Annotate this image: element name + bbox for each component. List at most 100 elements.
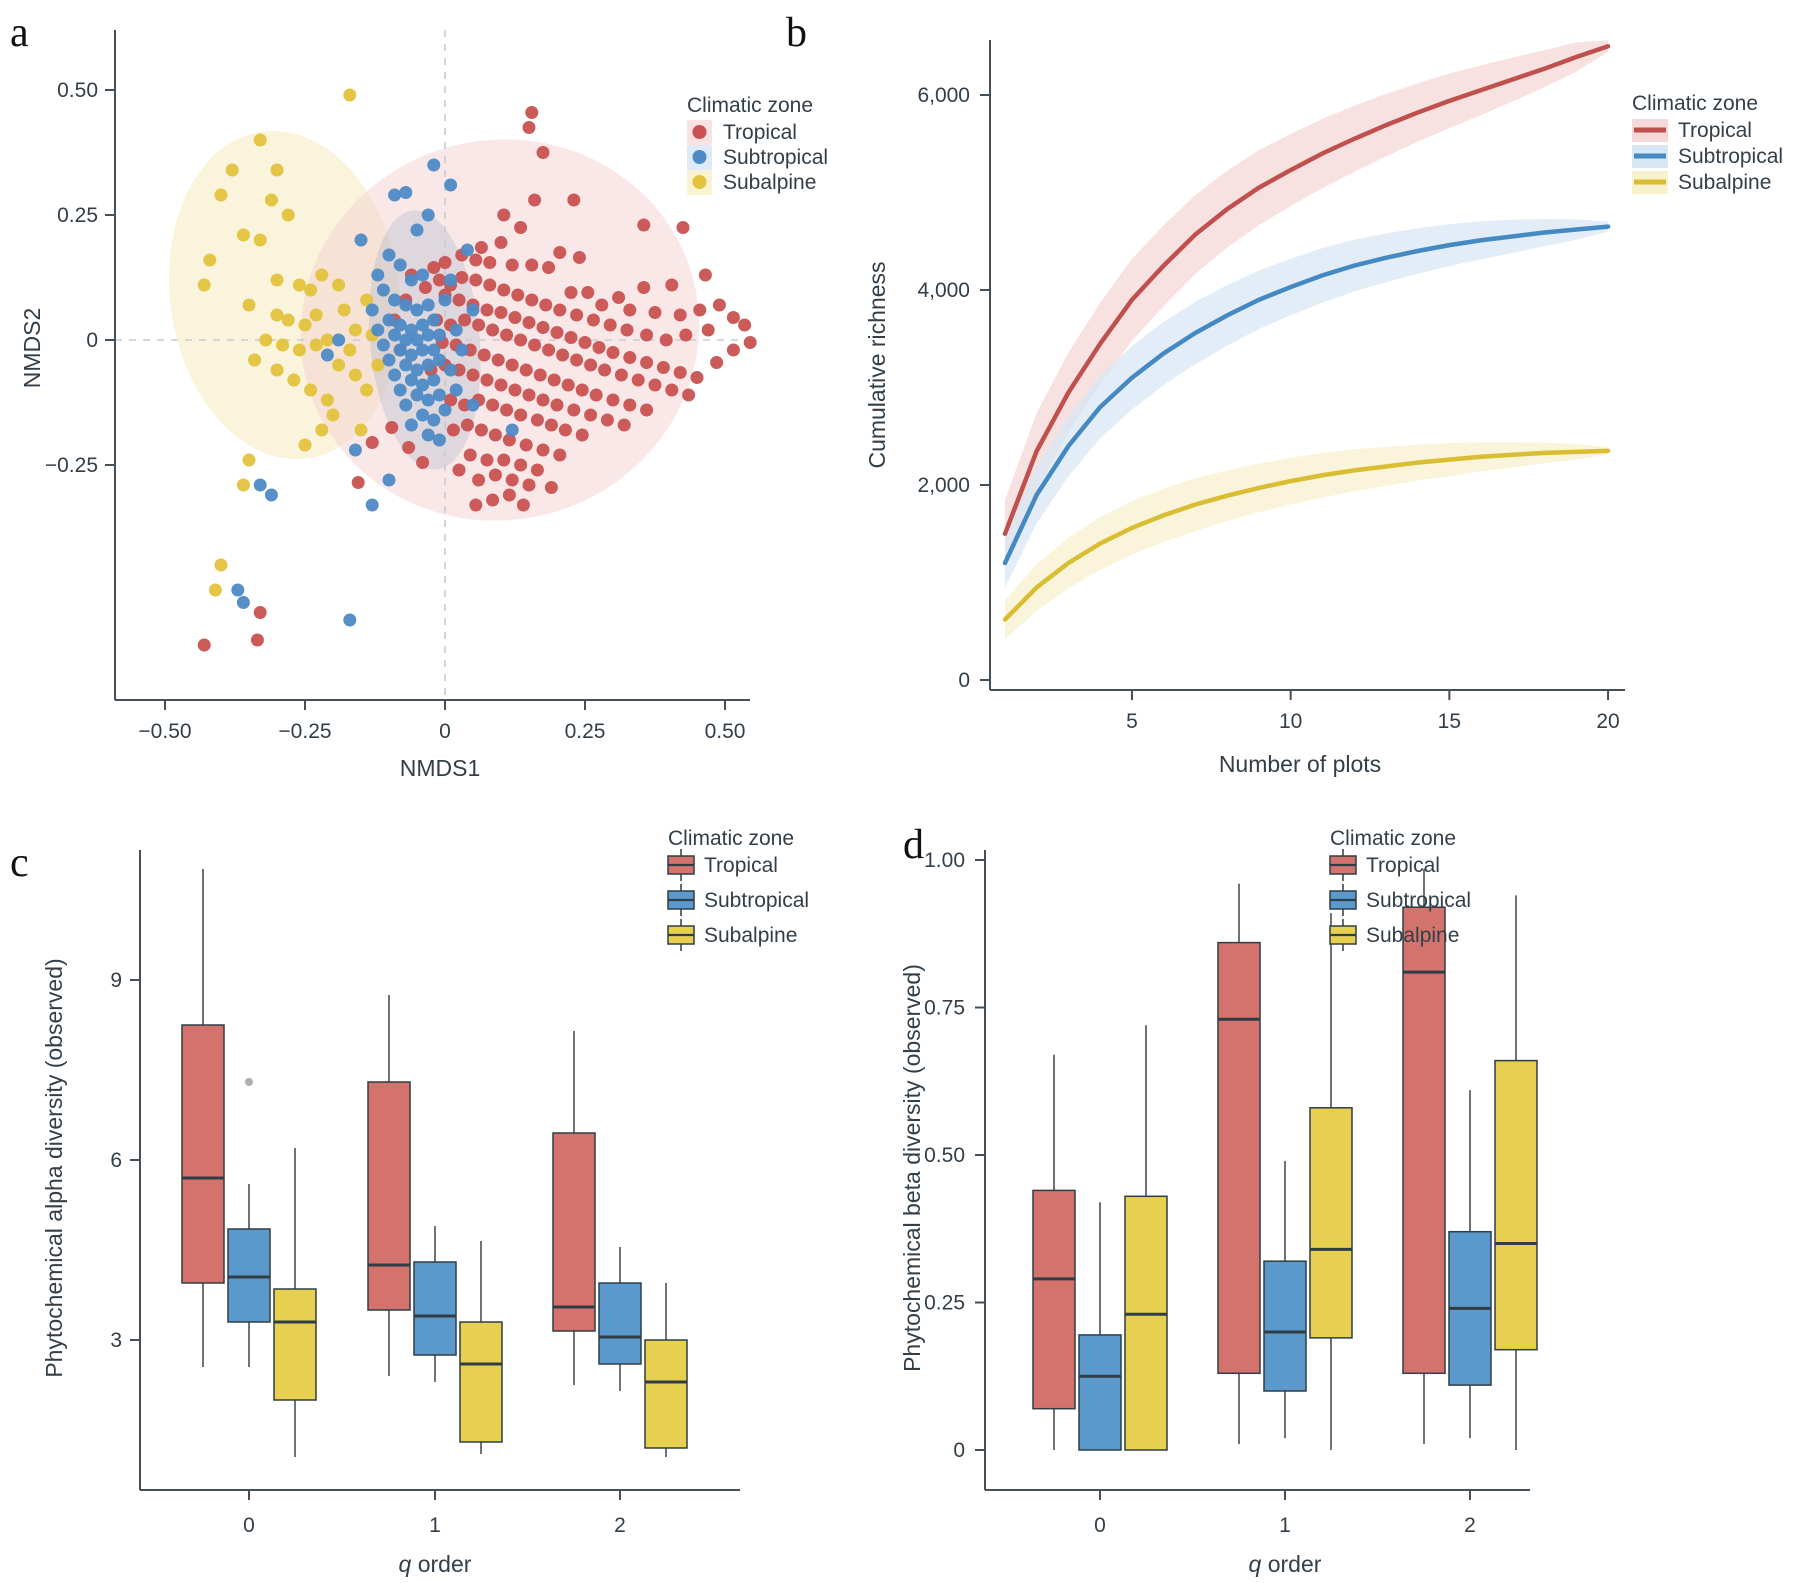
tropical-scatter-point xyxy=(586,313,600,327)
legend-label: Tropical xyxy=(723,121,797,144)
tropical-box xyxy=(1032,1189,1076,1410)
subtropical-scatter-point xyxy=(399,186,413,199)
tropical-scatter-point xyxy=(514,458,528,472)
subalpine-box xyxy=(1124,1195,1168,1451)
subalpine-scatter-point xyxy=(253,133,267,147)
legend-label: Subtropical xyxy=(723,146,828,169)
legend-label: Subtropical xyxy=(1678,145,1783,168)
subtropical-scatter-point xyxy=(449,383,463,397)
tropical-scatter-point xyxy=(598,363,612,377)
subtropical-scatter-point xyxy=(376,283,390,297)
subtropical-scatter-point xyxy=(382,313,396,327)
tropical-scatter-point xyxy=(427,261,441,274)
subtropical-scatter-point xyxy=(354,233,368,247)
tropical-scatter-point xyxy=(556,348,570,362)
tropical-scatter-point xyxy=(197,638,211,652)
x-tick-label: 0 xyxy=(439,720,451,743)
subalpine-scatter-point xyxy=(304,283,318,297)
tropical-scatter-point xyxy=(253,606,267,619)
tropical-scatter-point xyxy=(528,338,542,352)
tropical-scatter-point xyxy=(693,303,707,317)
tropical-scatter-point xyxy=(505,358,519,372)
tropical-scatter-point xyxy=(553,246,567,259)
subalpine-scatter-point xyxy=(315,423,329,437)
tropical-scatter-point xyxy=(553,448,567,462)
tropical-scatter-point xyxy=(444,393,458,407)
legend-title: Climatic zone xyxy=(668,827,794,850)
x-tick-label: 5 xyxy=(1126,710,1138,733)
subtropical-scatter-point xyxy=(410,223,424,237)
legend-label: Subalpine xyxy=(704,924,797,947)
y-tick-label: 0.50 xyxy=(57,79,98,102)
tropical-scatter-point xyxy=(572,251,586,264)
legend-a: Climatic zone TropicalSubtropicalSubalpin… xyxy=(687,94,828,195)
subtropical-scatter-point xyxy=(416,378,430,392)
legend-label: Subtropical xyxy=(704,889,809,912)
y-tick-label: −0.25 xyxy=(45,454,98,477)
tropical-scatter-point xyxy=(519,363,533,377)
subtropical-scatter-point xyxy=(432,353,446,367)
tropical-scatter-point xyxy=(494,378,508,392)
tropical-confidence-ellipse xyxy=(300,139,700,521)
subtropical-scatter-point xyxy=(399,358,413,372)
subtropical-scatter-point xyxy=(427,343,441,357)
tropical-scatter-point xyxy=(612,291,626,304)
tropical-scatter-point xyxy=(522,478,536,492)
tropical-scatter-point xyxy=(477,348,491,362)
subtropical-scatter-point xyxy=(416,343,430,357)
subalpine-scatter-point xyxy=(270,363,284,377)
tropical-scatter-point xyxy=(648,378,662,392)
tropical-scatter-point xyxy=(620,323,634,337)
tropical-scatter-point xyxy=(472,318,486,332)
subtropical-scatter-point xyxy=(404,373,418,387)
x-axis-title: Number of plots xyxy=(1219,751,1381,777)
tropical-scatter-point xyxy=(511,288,525,302)
tropical-scatter-point xyxy=(474,423,488,437)
tropical-scatter-point xyxy=(486,493,500,507)
tropical-scatter-point xyxy=(592,341,606,354)
tropical-scatter-point xyxy=(514,333,528,347)
tropical-scatter-point xyxy=(673,308,687,322)
tropical-scatter-point xyxy=(631,373,645,387)
x-tick-label: 2 xyxy=(614,1514,626,1537)
tropical-scatter-point xyxy=(452,293,466,307)
subalpine-scatter-point xyxy=(225,163,239,177)
tropical-scatter-point xyxy=(550,398,564,412)
tropical-scatter-point xyxy=(483,256,497,269)
subtropical-scatter-point xyxy=(444,363,458,377)
subtropical-scatter-point xyxy=(410,303,424,317)
tropical-scatter-point xyxy=(530,463,544,477)
legend-label: Subalpine xyxy=(1366,924,1459,947)
panel-letter-a: a xyxy=(10,10,29,56)
subtropical-scatter-point xyxy=(410,333,424,347)
tropical-scatter-point xyxy=(472,473,486,487)
subalpine-scatter-point xyxy=(309,338,323,352)
tropical-scatter-point xyxy=(637,281,651,294)
subtropical-scatter-point xyxy=(365,498,379,512)
tropical-scatter-point xyxy=(365,436,379,449)
tropical-trend-line xyxy=(1002,44,1611,536)
subalpine-box xyxy=(273,1288,317,1401)
y-tick-label: 0 xyxy=(953,1439,965,1462)
y-axis-title: Phytochemical beta diversity (observed) xyxy=(899,964,925,1372)
subtropical-scatter-point xyxy=(416,318,430,332)
tropical-scatter-point xyxy=(488,468,502,482)
tropical-scatter-point xyxy=(570,308,584,322)
x-tick-label: 20 xyxy=(1596,710,1619,733)
tropical-scatter-point xyxy=(710,356,724,369)
y-axis-title: Phytochemical alpha diversity (observed) xyxy=(41,958,67,1377)
tropical-scatter-point xyxy=(250,633,264,647)
subtropical-scatter-point xyxy=(427,158,441,172)
subtropical-scatter-point xyxy=(404,418,418,432)
tropical-scatter-point xyxy=(508,311,522,324)
tropical-scatter-point xyxy=(525,106,539,119)
legend-label: Tropical xyxy=(1366,854,1440,877)
tropical-scatter-point xyxy=(550,326,564,339)
tropical-scatter-point xyxy=(416,456,430,469)
tropical-confidence-ribbon xyxy=(1005,40,1609,568)
tropical-scatter-point xyxy=(460,418,474,432)
tropical-scatter-point xyxy=(544,481,558,494)
subtropical-scatter-point xyxy=(427,373,441,387)
legend-title: Climatic zone xyxy=(687,94,813,117)
